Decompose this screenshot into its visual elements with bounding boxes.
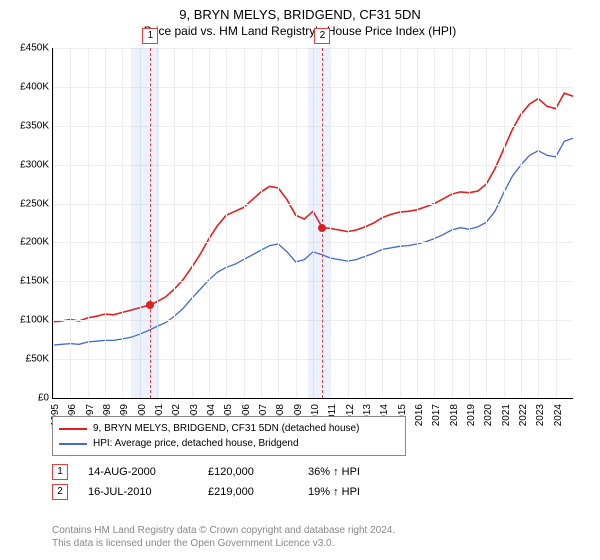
- x-tick-label: 2024: [553, 404, 564, 426]
- x-gridline: [278, 48, 279, 398]
- x-gridline: [209, 48, 210, 398]
- y-tick-label: £300K: [20, 159, 49, 170]
- x-gridline: [434, 48, 435, 398]
- page-subtitle: Price paid vs. HM Land Registry's House …: [0, 24, 600, 38]
- highlight-band: [308, 48, 331, 398]
- y-tick-label: £100K: [20, 315, 49, 326]
- legend-label: 9, BRYN MELYS, BRIDGEND, CF31 5DN (detac…: [93, 421, 359, 436]
- footer-text: Contains HM Land Registry data © Crown c…: [52, 524, 395, 550]
- x-gridline: [296, 48, 297, 398]
- sale-date: 16-JUL-2010: [88, 486, 188, 498]
- sale-pct: 19% ↑ HPI: [308, 486, 398, 498]
- page-title: 9, BRYN MELYS, BRIDGEND, CF31 5DN: [0, 0, 600, 24]
- sales-list: 1 14-AUG-2000 £120,000 36% ↑ HPI 2 16-JUL-201…: [52, 462, 398, 502]
- sale-dot: [146, 301, 154, 309]
- legend-swatch: [59, 443, 87, 445]
- sale-price: £219,000: [208, 486, 288, 498]
- x-gridline: [486, 48, 487, 398]
- y-tick-label: £50K: [26, 354, 49, 365]
- y-tick-label: £150K: [20, 276, 49, 287]
- sale-row: 1 14-AUG-2000 £120,000 36% ↑ HPI: [52, 462, 398, 482]
- x-gridline: [417, 48, 418, 398]
- y-tick-label: £250K: [20, 198, 49, 209]
- y-tick-label: £350K: [20, 120, 49, 131]
- x-gridline: [365, 48, 366, 398]
- event-marker-box: 1: [142, 28, 158, 44]
- x-tick-label: 2019: [466, 404, 477, 426]
- sale-price: £120,000: [208, 466, 288, 478]
- x-tick-label: 2020: [483, 404, 494, 426]
- legend-box: 9, BRYN MELYS, BRIDGEND, CF31 5DN (detac…: [52, 416, 406, 456]
- x-gridline: [400, 48, 401, 398]
- x-gridline: [538, 48, 539, 398]
- footer-line2: This data is licensed under the Open Gov…: [52, 537, 395, 550]
- x-gridline: [382, 48, 383, 398]
- x-tick-label: 2021: [501, 404, 512, 426]
- x-gridline: [330, 48, 331, 398]
- sale-date: 14-AUG-2000: [88, 466, 188, 478]
- x-tick-label: 2022: [518, 404, 529, 426]
- y-tick-label: £400K: [20, 81, 49, 92]
- x-gridline: [521, 48, 522, 398]
- footer-line1: Contains HM Land Registry data © Crown c…: [52, 524, 395, 537]
- x-gridline: [122, 48, 123, 398]
- x-gridline: [70, 48, 71, 398]
- x-tick-label: 2023: [535, 404, 546, 426]
- legend-label: HPI: Average price, detached house, Brid…: [93, 436, 299, 451]
- x-gridline: [469, 48, 470, 398]
- x-gridline: [226, 48, 227, 398]
- sale-marker-box: 2: [52, 484, 68, 500]
- y-tick-label: £450K: [20, 43, 49, 54]
- y-tick-label: £200K: [20, 237, 49, 248]
- legend-item: 9, BRYN MELYS, BRIDGEND, CF31 5DN (detac…: [59, 421, 399, 436]
- x-tick-label: 2017: [431, 404, 442, 426]
- x-gridline: [348, 48, 349, 398]
- sale-pct: 36% ↑ HPI: [308, 466, 398, 478]
- sale-row: 2 16-JUL-2010 £219,000 19% ↑ HPI: [52, 482, 398, 502]
- x-tick-label: 2018: [449, 404, 460, 426]
- x-gridline: [261, 48, 262, 398]
- x-gridline: [174, 48, 175, 398]
- chart-area: £0£50K£100K£150K£200K£250K£300K£350K£400…: [52, 48, 573, 399]
- x-gridline: [88, 48, 89, 398]
- event-marker-box: 2: [314, 28, 330, 44]
- x-gridline: [504, 48, 505, 398]
- x-gridline: [53, 48, 54, 398]
- legend-swatch: [59, 428, 87, 430]
- x-gridline: [244, 48, 245, 398]
- y-tick-label: £0: [38, 393, 49, 404]
- x-gridline: [452, 48, 453, 398]
- sale-marker-box: 1: [52, 464, 68, 480]
- x-gridline: [105, 48, 106, 398]
- sale-dot: [318, 224, 326, 232]
- event-vline: [150, 48, 151, 398]
- legend-item: HPI: Average price, detached house, Brid…: [59, 436, 399, 451]
- highlight-band: [131, 48, 159, 398]
- x-gridline: [556, 48, 557, 398]
- x-tick-label: 2016: [414, 404, 425, 426]
- x-gridline: [192, 48, 193, 398]
